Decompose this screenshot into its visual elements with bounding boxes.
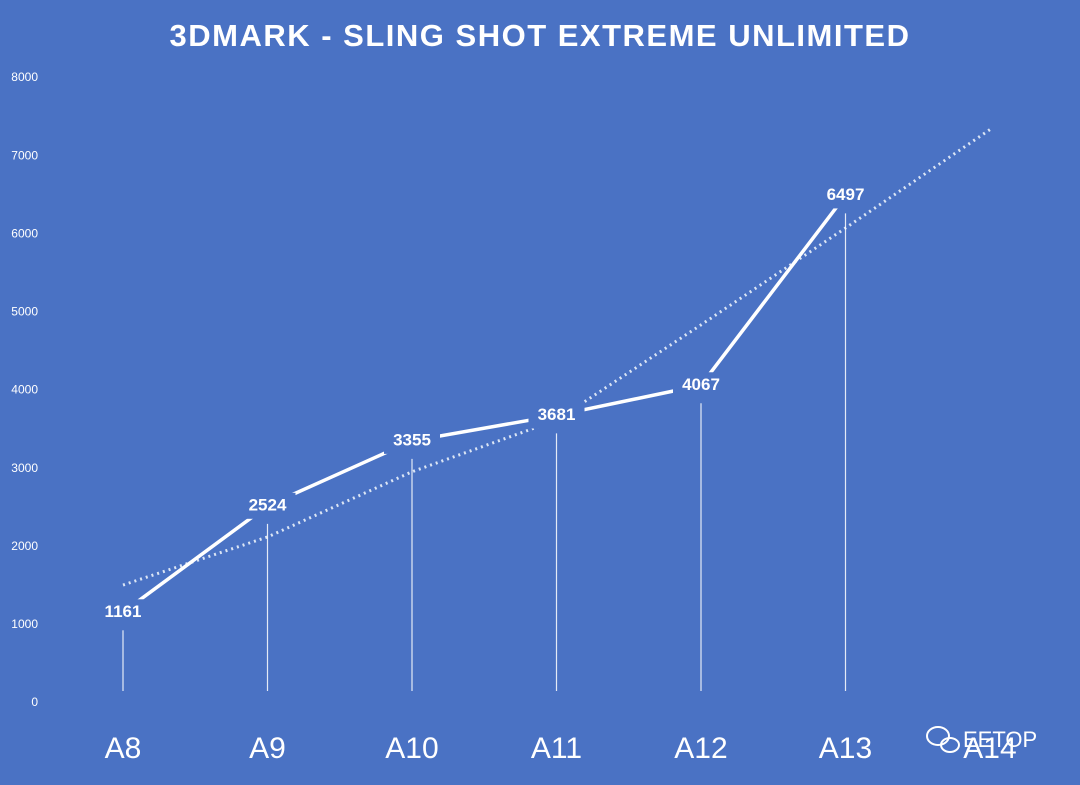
x-tick-label: A8 bbox=[105, 732, 142, 765]
label-bg bbox=[817, 182, 874, 209]
data-label: 1161 bbox=[105, 602, 142, 621]
chart-title: 3DMARK - SLING SHOT EXTREME UNLIMITED bbox=[170, 18, 911, 53]
y-tick-label: 4000 bbox=[11, 383, 38, 397]
data-label: 3681 bbox=[538, 405, 576, 424]
label-bg bbox=[239, 492, 296, 519]
watermark-icon bbox=[926, 726, 960, 753]
data-label: 2524 bbox=[249, 495, 287, 514]
y-tick-label: 6000 bbox=[11, 226, 38, 240]
data-label: 6497 bbox=[827, 185, 865, 204]
x-tick-label: A13 bbox=[819, 732, 872, 765]
data-label: 3355 bbox=[393, 430, 431, 449]
label-bg bbox=[673, 372, 729, 399]
line bbox=[121, 194, 847, 614]
x-tick-label: A10 bbox=[385, 732, 438, 765]
label-bg bbox=[528, 402, 585, 429]
y-tick-label: 3000 bbox=[11, 461, 38, 475]
label-bg bbox=[95, 599, 151, 626]
y-tick-label: 7000 bbox=[11, 148, 38, 162]
data-label: 4067 bbox=[682, 375, 720, 394]
y-tick-label: 2000 bbox=[11, 539, 38, 553]
x-tick-label: A9 bbox=[249, 732, 286, 765]
y-tick-label: 1000 bbox=[11, 617, 38, 631]
x-tick-label: A11 bbox=[531, 732, 582, 765]
watermark: EETOP bbox=[963, 727, 1037, 752]
y-tick-label: 5000 bbox=[11, 305, 38, 319]
y-tick-label: 0 bbox=[31, 695, 38, 709]
y-tick-label: 8000 bbox=[11, 70, 38, 84]
label-bg bbox=[384, 427, 440, 454]
x-tick-label: A14 bbox=[963, 732, 1016, 765]
x-tick-label: A12 bbox=[674, 732, 727, 765]
